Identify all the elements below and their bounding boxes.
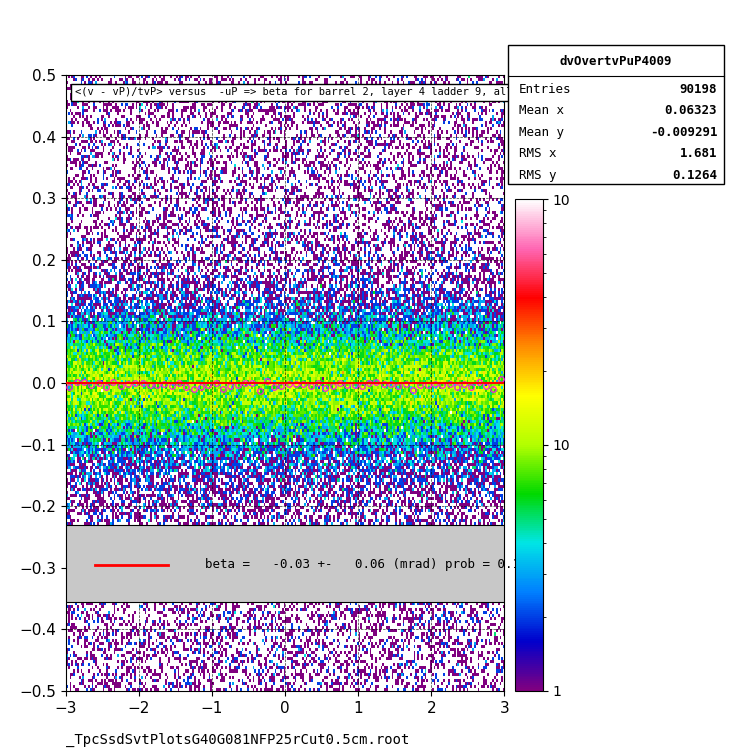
Text: RMS x: RMS x bbox=[519, 147, 556, 160]
Text: Mean x: Mean x bbox=[519, 104, 564, 117]
Text: RMS y: RMS y bbox=[519, 169, 556, 182]
Text: 90198: 90198 bbox=[680, 83, 717, 95]
Text: Entries: Entries bbox=[519, 83, 572, 95]
Text: beta =   -0.03 +-   0.06 (mrad) prob = 0.124: beta = -0.03 +- 0.06 (mrad) prob = 0.124 bbox=[205, 558, 534, 572]
Text: 1.681: 1.681 bbox=[680, 147, 717, 160]
Text: Mean y: Mean y bbox=[519, 125, 564, 139]
Text: _TpcSsdSvtPlotsG40G081NFP25rCut0.5cm.root: _TpcSsdSvtPlotsG40G081NFP25rCut0.5cm.roo… bbox=[66, 733, 409, 747]
Text: 0.06323: 0.06323 bbox=[664, 104, 717, 117]
Text: <(v - vP)/tvP> versus  -uP => beta for barrel 2, layer 4 ladder 9, all wafers: <(v - vP)/tvP> versus -uP => beta for ba… bbox=[75, 87, 556, 98]
Text: -0.009291: -0.009291 bbox=[650, 125, 717, 139]
Text: 0.1264: 0.1264 bbox=[673, 169, 717, 182]
Bar bbox=[66, 525, 504, 602]
Text: dvOvertvPuP4009: dvOvertvPuP4009 bbox=[560, 55, 672, 68]
